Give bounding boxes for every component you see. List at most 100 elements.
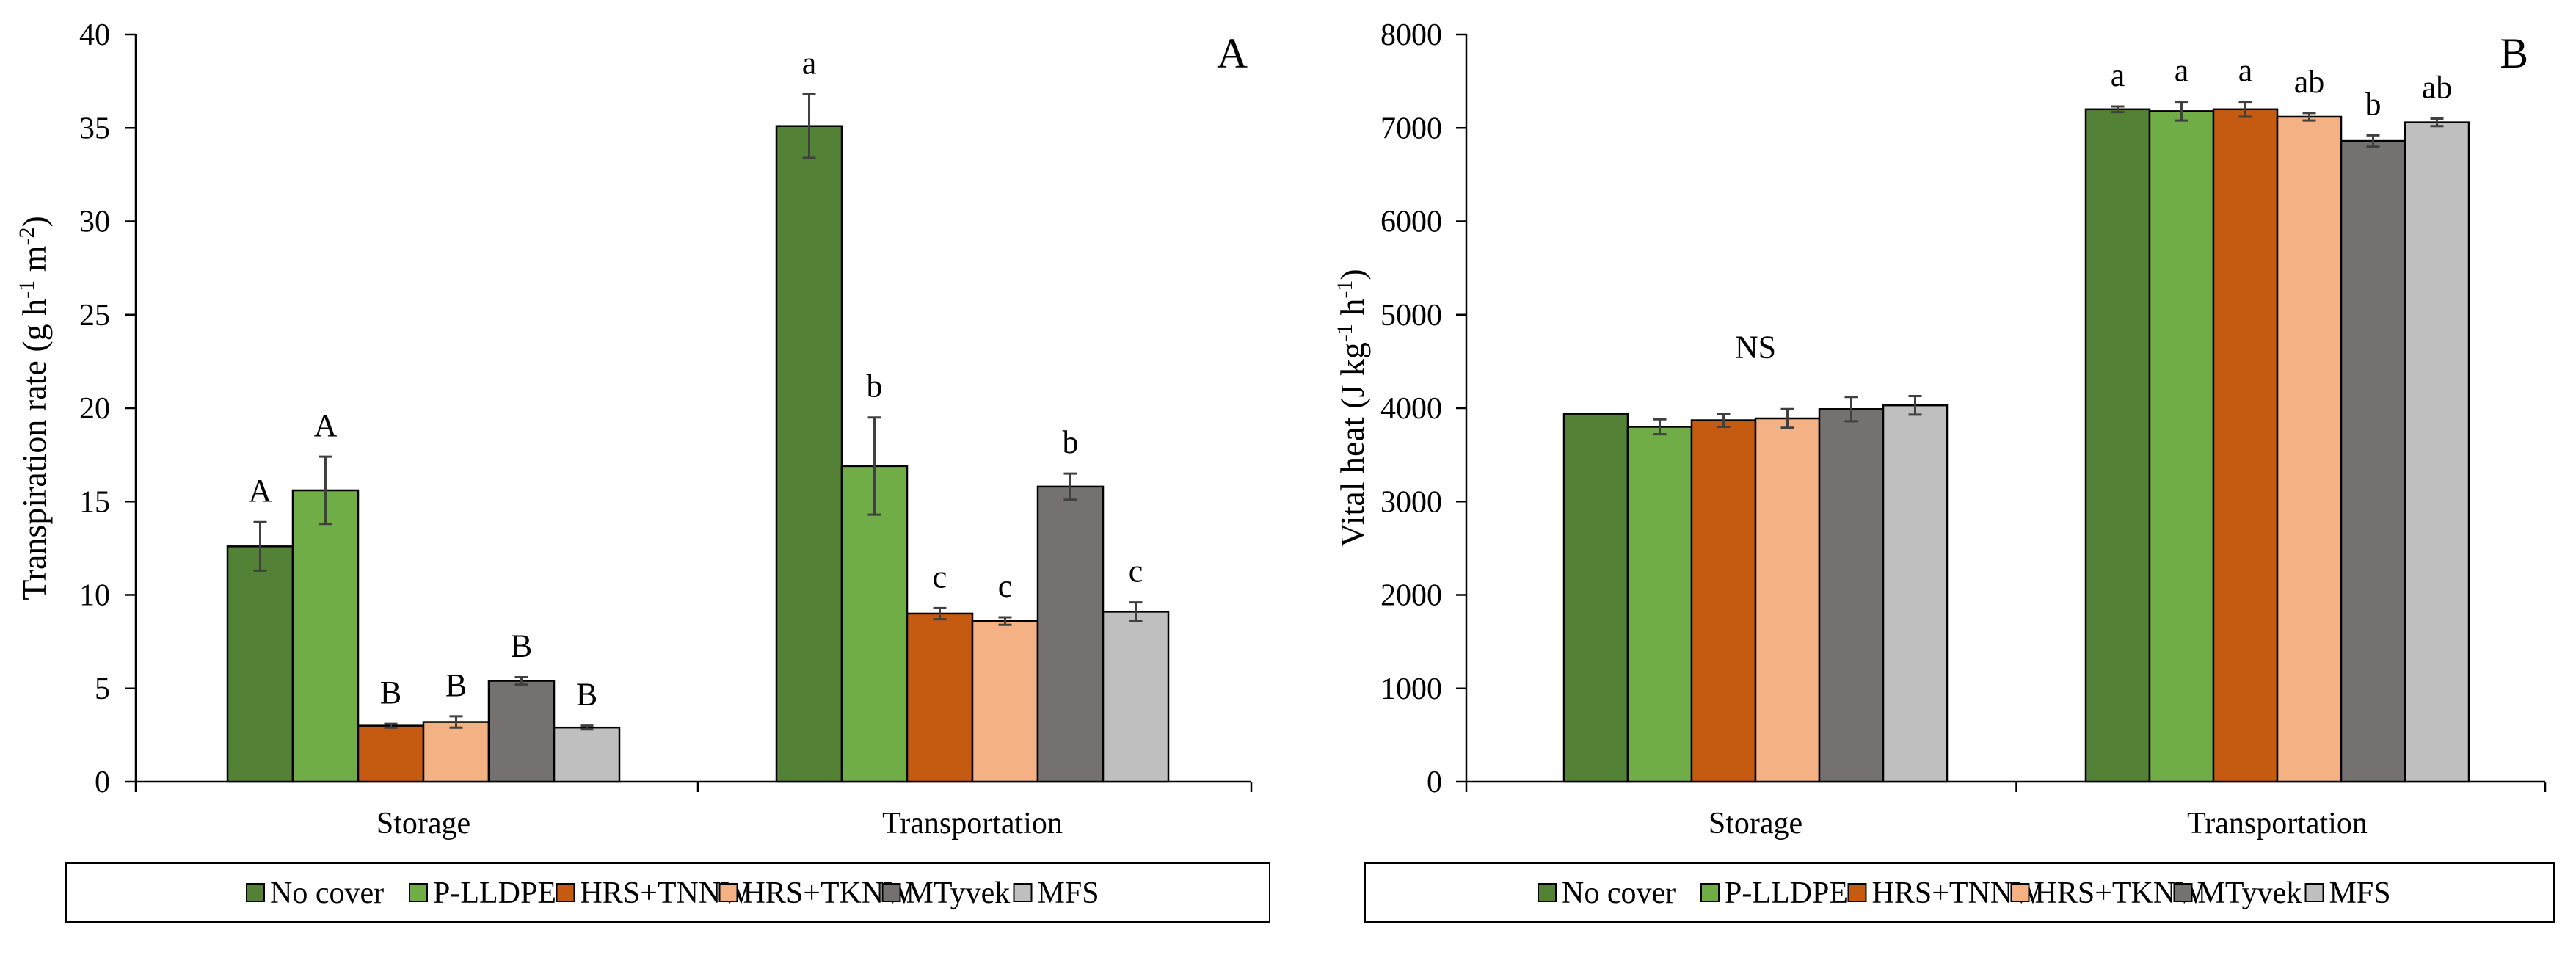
legend-label: P-LLDPE xyxy=(433,876,556,910)
y-axis-label-superscript: -1 xyxy=(1333,280,1357,299)
legend-frame xyxy=(65,862,1270,923)
y-tick-label: 25 xyxy=(79,299,110,333)
legend-swatch xyxy=(1538,883,1557,902)
y-tick-label: 7000 xyxy=(1380,112,1442,145)
y-tick-label: 5000 xyxy=(1380,299,1442,333)
bar-p-lldpe xyxy=(291,489,360,783)
group-significance-label: NS xyxy=(1735,329,1776,365)
y-axis-label-text: ) xyxy=(1334,269,1371,280)
significance-letter: a xyxy=(802,45,817,81)
legend-frame xyxy=(1364,862,2555,923)
y-tick-label: 8000 xyxy=(1380,18,1442,52)
x-category-label: Storage xyxy=(1709,807,1802,840)
legend-label: MFS xyxy=(2329,876,2391,910)
legend-swatch xyxy=(1700,883,1720,902)
y-axis-label-text: Transpiration rate (g h xyxy=(15,299,53,600)
legend-label: MFS xyxy=(1038,876,1099,910)
bar-hrs-tnnw xyxy=(357,724,425,783)
significance-letter: c xyxy=(933,559,947,595)
y-tick-label: 0 xyxy=(1427,766,1442,799)
legend-swatch xyxy=(2010,883,2030,902)
bar-p-lldpe xyxy=(1626,426,1693,783)
significance-letter: B xyxy=(576,677,597,713)
significance-letter: a xyxy=(2238,53,2253,89)
legend-label: P-LLDPE xyxy=(1725,876,1848,910)
bar-mfs xyxy=(1102,611,1170,783)
significance-letter: ab xyxy=(2294,64,2325,100)
y-tick-label: 3000 xyxy=(1380,485,1442,519)
y-tick-label: 40 xyxy=(79,18,110,52)
significance-letter: b xyxy=(2365,86,2382,122)
y-tick-label: 5 xyxy=(95,672,110,706)
legend-swatch xyxy=(556,883,575,902)
bar-hrs-tknw xyxy=(2276,115,2343,783)
panel-letter: B xyxy=(2500,29,2528,77)
legend-swatch xyxy=(409,883,428,902)
bar-mtyvek xyxy=(1036,485,1105,783)
bar-no-cover xyxy=(775,125,843,783)
y-axis-label-superscript: -2 xyxy=(15,228,39,246)
x-category-label: Transportation xyxy=(882,807,1063,840)
y-axis-label: Vital heat (J kg-1 h-1) xyxy=(1333,269,1371,547)
y-tick-label: 2000 xyxy=(1380,579,1442,613)
legend-label: MTyvek xyxy=(906,876,1011,910)
panel-letter: A xyxy=(1217,29,1248,77)
legend-swatch xyxy=(718,883,738,902)
legend-swatch xyxy=(246,883,265,902)
chart-panel-B: 0 1000 2000 3000 4000 5000 6000 7000 8000 Storage… xyxy=(1333,18,2555,923)
bar-p-lldpe xyxy=(2148,110,2215,783)
x-category-label: Storage xyxy=(376,807,470,840)
y-tick-label: 6000 xyxy=(1380,206,1442,239)
legend-label: No cover xyxy=(1562,876,1676,910)
significance-letter: a xyxy=(2111,57,2125,93)
bar-mtyvek xyxy=(1818,408,1885,783)
bar-no-cover xyxy=(1562,413,1629,783)
y-tick-label: 30 xyxy=(79,206,110,239)
y-tick-label: 0 xyxy=(95,766,110,799)
bar-hrs-tknw xyxy=(971,620,1039,783)
bar-hrs-tnnw xyxy=(2212,108,2279,783)
significance-letter: A xyxy=(314,407,338,443)
chart-panel-A: 0 5 10 15 20 25 30 35 40 Storage Transportation Tra… xyxy=(15,18,1270,923)
y-tick-label: 20 xyxy=(79,392,110,426)
legend-swatch xyxy=(1847,883,1867,902)
legend-swatch xyxy=(881,883,901,902)
legend-swatch xyxy=(2173,883,2193,902)
significance-letter: b xyxy=(867,368,883,404)
bar-mfs xyxy=(553,726,621,783)
significance-letter: ab xyxy=(2422,70,2453,106)
bar-mfs xyxy=(2404,121,2470,783)
significance-letter: a xyxy=(2175,53,2189,89)
bar-hrs-tnnw xyxy=(1690,419,1757,783)
y-axis-label-text: h xyxy=(1334,299,1371,324)
y-axis-label-text: m xyxy=(15,245,53,280)
y-axis-label-text: Vital heat (J kg xyxy=(1334,342,1371,548)
bar-no-cover xyxy=(226,545,294,783)
legend-swatch xyxy=(2304,883,2324,902)
significance-letter: B xyxy=(511,628,532,664)
bar-hrs-tknw xyxy=(422,721,490,783)
x-category-label: Transportation xyxy=(2187,807,2368,840)
legend-label: No cover xyxy=(270,876,384,910)
legend-label: MTyvek xyxy=(2198,876,2302,910)
significance-letter: c xyxy=(998,568,1013,604)
y-axis-label: Transpiration rate (g h-1 m-2) xyxy=(15,216,53,600)
y-tick-label: 35 xyxy=(79,112,110,145)
bar-mfs xyxy=(1882,404,1949,783)
bar-hrs-tknw xyxy=(1754,417,1821,783)
significance-letter: B xyxy=(445,667,467,703)
y-tick-label: 15 xyxy=(79,485,110,519)
y-tick-label: 1000 xyxy=(1380,672,1442,706)
y-axis-label-superscript: -1 xyxy=(1333,324,1357,342)
bar-mtyvek xyxy=(487,680,556,783)
y-axis-label-text: ) xyxy=(15,216,53,227)
bar-hrs-tnnw xyxy=(906,612,974,783)
legend-swatch xyxy=(1013,883,1033,902)
y-tick-label: 4000 xyxy=(1380,392,1442,426)
significance-letter: A xyxy=(249,473,272,509)
y-tick-label: 10 xyxy=(79,579,110,613)
bar-mtyvek xyxy=(2340,139,2406,783)
